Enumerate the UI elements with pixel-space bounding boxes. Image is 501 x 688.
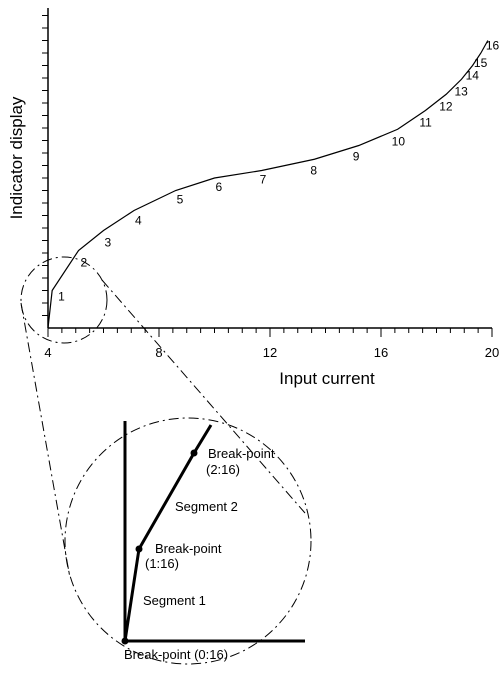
breakpoint-1-label: Break-point [155, 541, 222, 556]
breakpoint-0-label: Break-point (0:16) [124, 647, 228, 662]
x-tick-label: 20 [485, 345, 499, 360]
x-tick-labels: 4 8 12 16 20 [44, 345, 499, 360]
point-label: 6 [216, 180, 223, 194]
segment-2-label: Segment 2 [175, 499, 238, 514]
zoom-connector-right [101, 279, 306, 514]
breakpoint-1-marker [135, 545, 143, 553]
point-label: 3 [105, 236, 112, 250]
point-label: 16 [486, 39, 500, 53]
x-tick-label: 8 [155, 345, 162, 360]
point-label: 13 [454, 84, 468, 98]
inset-segments-line [123, 424, 213, 642]
x-tick-label: 12 [263, 345, 277, 360]
point-label: 12 [439, 99, 453, 113]
breakpoint-1-sub: (1:16) [145, 556, 179, 571]
breakpoint-0-marker [121, 637, 129, 645]
y-axis-label: Indicator display [7, 96, 26, 219]
series-line [47, 40, 489, 329]
x-tick-label: 16 [374, 345, 388, 360]
segment-1-label: Segment 1 [143, 593, 206, 608]
zoom-circle [20, 256, 108, 344]
x-ticks [47, 328, 493, 337]
point-label: 4 [135, 214, 142, 228]
point-label: 8 [310, 163, 317, 177]
inset-circle [64, 417, 312, 665]
point-label: 10 [392, 134, 406, 148]
x-axis-label: Input current [279, 369, 375, 388]
breakpoint-2-sub: (2:16) [206, 462, 240, 477]
y-ticks [42, 15, 48, 316]
point-label: 1 [58, 290, 65, 304]
point-label: 5 [177, 193, 184, 207]
point-label: 9 [353, 150, 360, 164]
x-tick-label: 4 [44, 345, 51, 360]
breakpoint-2-label: Break-point [208, 446, 275, 461]
point-label: 15 [474, 56, 488, 70]
zoom-connector-left [20, 302, 71, 579]
point-label: 11 [419, 116, 432, 130]
point-label: 7 [260, 173, 267, 187]
point-label: 14 [466, 69, 480, 83]
breakpoint-2-marker [190, 449, 198, 457]
